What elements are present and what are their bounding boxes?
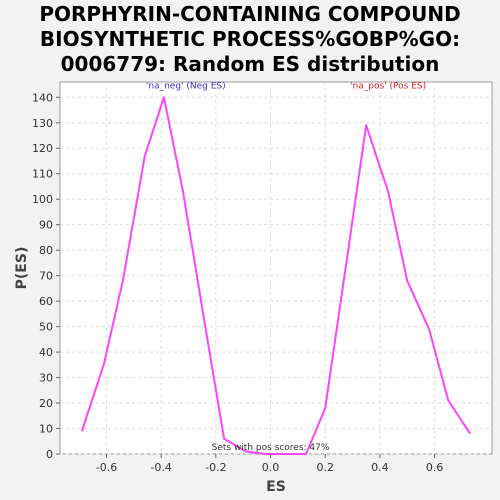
y-tick-label: 40 (39, 346, 53, 359)
x-tick-label: -0.2 (205, 461, 226, 474)
y-tick-label: 50 (39, 321, 53, 334)
y-tick-label: 10 (39, 423, 53, 436)
y-tick-label: 70 (39, 270, 53, 283)
x-tick-label: 0.2 (316, 461, 334, 474)
x-tick-label: 0.6 (426, 461, 444, 474)
x-tick-label: 0.4 (371, 461, 389, 474)
y-tick-label: 30 (39, 372, 53, 385)
y-tick-label: 90 (39, 219, 53, 232)
x-tick-label: 0.0 (262, 461, 280, 474)
y-tick-label: 0 (46, 448, 53, 461)
y-tick-label: 20 (39, 397, 53, 410)
annotation-label: 'na_neg' (Neg ES) (146, 81, 226, 91)
annotation-label: Sets with pos scores: 47% (212, 443, 330, 453)
y-tick-label: 100 (32, 193, 53, 206)
y-tick-label: 140 (32, 91, 53, 104)
y-tick-label: 60 (39, 295, 53, 308)
x-tick-label: -0.6 (96, 461, 117, 474)
y-tick-label: 110 (32, 168, 53, 181)
y-tick-label: 130 (32, 117, 53, 130)
x-tick-label: -0.4 (150, 461, 171, 474)
y-tick-label: 120 (32, 142, 53, 155)
y-tick-label: 80 (39, 244, 53, 257)
annotation-label: 'na_pos' (Pos ES) (350, 81, 426, 91)
y-axis-label: P(ES) (14, 247, 30, 290)
x-axis-label: ES (266, 479, 286, 495)
